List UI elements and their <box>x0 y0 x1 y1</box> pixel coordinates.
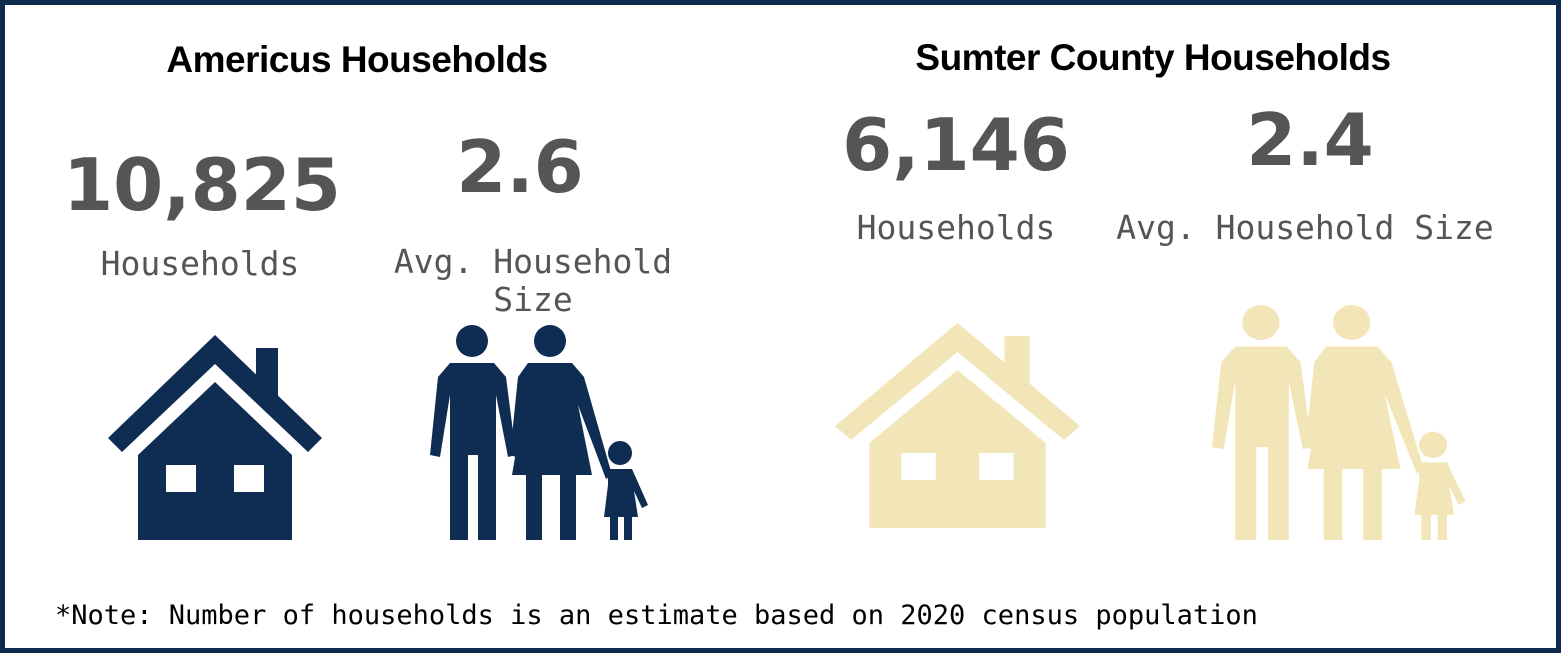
stat-label: Avg. Household Size <box>393 242 673 319</box>
stat-value: 2.4 <box>1246 98 1374 182</box>
footnote: *Note: Number of households is an estima… <box>55 600 1258 631</box>
section-title: Sumter County Households <box>915 37 1391 78</box>
stat-value: 10,825 <box>63 143 341 227</box>
stat-value: 2.6 <box>456 125 584 209</box>
section-title: Americus Households <box>166 39 548 80</box>
family-icon <box>430 325 650 540</box>
house-icon <box>835 318 1080 528</box>
stat-label: Households <box>856 208 1056 247</box>
stat-value: 6,146 <box>842 103 1070 187</box>
stat-label: Households <box>100 244 300 283</box>
family-icon <box>1212 305 1468 540</box>
stat-label: Avg. Household Size <box>1116 208 1494 247</box>
house-icon <box>108 330 322 540</box>
